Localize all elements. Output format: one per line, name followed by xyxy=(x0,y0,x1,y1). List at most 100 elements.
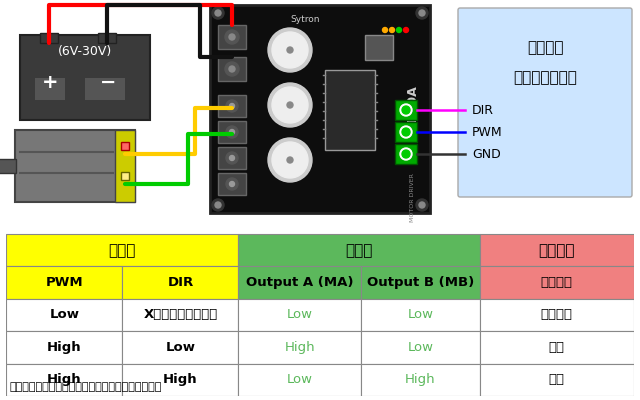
Circle shape xyxy=(272,87,308,123)
Text: 逆転: 逆転 xyxy=(548,373,564,386)
Bar xyxy=(218,147,246,169)
Circle shape xyxy=(225,30,239,44)
Bar xyxy=(115,130,135,202)
Bar xyxy=(361,266,480,299)
Circle shape xyxy=(416,7,428,19)
Circle shape xyxy=(287,47,293,53)
Circle shape xyxy=(402,150,410,158)
Text: Low: Low xyxy=(407,308,433,322)
Circle shape xyxy=(272,32,308,68)
Bar xyxy=(361,299,480,331)
Bar xyxy=(122,331,239,364)
Text: 入　力: 入 力 xyxy=(109,243,136,258)
Bar xyxy=(40,33,58,43)
Bar xyxy=(480,234,634,266)
Bar xyxy=(121,172,129,180)
Circle shape xyxy=(225,62,239,76)
Bar xyxy=(122,299,239,331)
Circle shape xyxy=(403,28,408,32)
Text: PWM: PWM xyxy=(45,276,83,289)
Bar xyxy=(361,364,480,396)
Bar xyxy=(239,266,361,299)
Circle shape xyxy=(230,130,234,134)
Bar xyxy=(480,364,634,396)
Text: −: − xyxy=(100,73,116,92)
Circle shape xyxy=(226,178,238,190)
Circle shape xyxy=(230,156,234,160)
Bar xyxy=(218,95,246,117)
Text: DIR: DIR xyxy=(472,104,494,116)
Circle shape xyxy=(215,10,221,16)
Text: Low: Low xyxy=(49,308,79,322)
Bar xyxy=(395,144,417,164)
Bar xyxy=(239,331,361,364)
Circle shape xyxy=(229,66,235,72)
Circle shape xyxy=(268,83,312,127)
Circle shape xyxy=(230,182,234,186)
Circle shape xyxy=(226,152,238,164)
Bar xyxy=(6,364,122,396)
Circle shape xyxy=(230,104,234,108)
Text: 出　力: 出 力 xyxy=(346,243,373,258)
Bar xyxy=(20,35,150,120)
Bar xyxy=(480,299,634,331)
Bar xyxy=(122,266,239,299)
Circle shape xyxy=(402,106,410,114)
Circle shape xyxy=(287,102,293,108)
Text: Low: Low xyxy=(166,341,195,354)
Circle shape xyxy=(390,28,394,32)
Bar xyxy=(480,266,634,299)
Text: Sytron: Sytron xyxy=(291,14,320,24)
Bar xyxy=(15,130,135,202)
Circle shape xyxy=(419,202,425,208)
Text: Output A (MA): Output A (MA) xyxy=(246,276,353,289)
Circle shape xyxy=(416,199,428,211)
Text: High: High xyxy=(405,373,436,386)
Bar xyxy=(218,121,246,143)
Text: Output B (MB): Output B (MB) xyxy=(367,276,474,289)
Bar xyxy=(365,35,393,60)
Bar xyxy=(218,25,246,49)
Text: +: + xyxy=(42,73,58,92)
Text: DIR: DIR xyxy=(167,276,193,289)
Text: High: High xyxy=(284,341,315,354)
Circle shape xyxy=(226,126,238,138)
Text: コントローラー: コントローラー xyxy=(513,70,577,86)
Circle shape xyxy=(226,100,238,112)
Bar xyxy=(239,234,480,266)
Bar xyxy=(98,33,116,43)
Circle shape xyxy=(268,138,312,182)
Text: Low: Low xyxy=(407,341,433,354)
Text: High: High xyxy=(47,341,82,354)
Bar xyxy=(395,122,417,142)
Bar xyxy=(35,78,65,100)
Bar xyxy=(480,331,634,364)
Text: GND: GND xyxy=(472,148,500,160)
FancyBboxPatch shape xyxy=(458,8,632,197)
Circle shape xyxy=(212,7,224,19)
Text: (6V-30V): (6V-30V) xyxy=(58,46,112,58)
Bar xyxy=(239,364,361,396)
Text: 正転: 正転 xyxy=(548,341,564,354)
Text: MD20A: MD20A xyxy=(406,84,419,134)
Text: PWM: PWM xyxy=(472,126,502,138)
Text: モーター: モーター xyxy=(538,243,575,258)
Bar xyxy=(6,266,122,299)
Text: High: High xyxy=(163,373,198,386)
Bar xyxy=(0,159,16,173)
Bar xyxy=(361,331,480,364)
Bar xyxy=(6,299,122,331)
Text: Low: Low xyxy=(287,373,312,386)
Text: Low: Low xyxy=(287,308,312,322)
Bar xyxy=(6,234,239,266)
Bar xyxy=(85,78,125,100)
Text: ブレーキ: ブレーキ xyxy=(541,308,573,322)
Text: MOTOR DRIVER: MOTOR DRIVER xyxy=(410,174,415,222)
Bar xyxy=(239,299,361,331)
Circle shape xyxy=(400,126,412,138)
Circle shape xyxy=(419,10,425,16)
Bar xyxy=(6,331,122,364)
Text: モーター: モーター xyxy=(541,276,573,289)
Circle shape xyxy=(397,28,401,32)
Bar xyxy=(210,5,430,213)
